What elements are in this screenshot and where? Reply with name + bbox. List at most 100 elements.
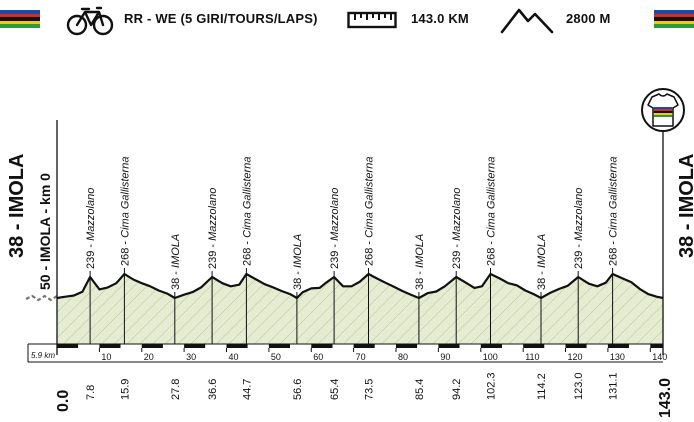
start-sublabel: 50 - IMOLA - km 0 xyxy=(37,173,53,290)
rainbow-stripe xyxy=(654,24,694,28)
waypoint-label: 38 - IMOLA xyxy=(170,234,182,290)
km-tick-label: 90 xyxy=(440,352,450,362)
km-tick-label: 20 xyxy=(144,352,154,362)
km-band-segment xyxy=(650,344,663,348)
rainbow-stripe xyxy=(654,20,694,25)
header-bar: RR - WE (5 GIRI/TOURS/LAPS) 143.0 KM 280… xyxy=(0,0,694,42)
neutral-zone-line xyxy=(25,294,58,302)
km-tick-labels: 10 20 30 40 50 60 70 80 90 100 110 120 130 140 xyxy=(98,348,667,362)
waypoint-km-label: 131.1 xyxy=(608,372,620,400)
start-km-label: 0.0 xyxy=(55,390,72,412)
km-band-segment xyxy=(586,344,608,348)
jersey-stripe xyxy=(653,109,673,111)
km-band-segment xyxy=(290,344,312,348)
jersey-badge-icon xyxy=(641,88,685,132)
km-tick-label: 80 xyxy=(398,352,408,362)
waypoint-km-labels: 7.8 15.9 27.8 36.6 44.7 56.6 65.4 73.5 85.4 94.2 1… xyxy=(85,372,620,400)
waypoint-label: 268 - Cima Gallisterna xyxy=(241,157,253,266)
rainbow-stripe xyxy=(654,13,694,18)
waypoint-km-label: 15.9 xyxy=(119,379,131,400)
total-distance: 143.0 KM xyxy=(411,11,469,26)
waypoint-label: 239 - Mazzolano xyxy=(573,188,585,269)
km-tick-label: 100 xyxy=(483,352,498,362)
km-band-segment xyxy=(607,344,630,348)
waypoint-label: 38 - IMOLA xyxy=(292,234,304,290)
km-tick-label: 50 xyxy=(271,352,281,362)
waypoint-label: 239 - Mazzolano xyxy=(207,188,219,269)
jersey-stripe xyxy=(653,111,673,113)
km-band xyxy=(57,344,663,348)
waypoint-km-label: 36.6 xyxy=(207,379,219,400)
waypoint-km-label: 7.8 xyxy=(85,385,97,400)
km-band-segment xyxy=(396,344,418,348)
rainbow-stripes-left xyxy=(0,10,40,28)
jersey-stripe xyxy=(653,107,673,109)
waypoint-label: 268 - Cima Gallisterna xyxy=(364,157,376,266)
km-tick-label: 40 xyxy=(229,352,239,362)
rainbow-stripe xyxy=(654,17,694,21)
km-band-segment xyxy=(565,344,587,348)
finish-location-label: 38 - IMOLA xyxy=(676,154,694,258)
km-tick-label: 30 xyxy=(186,352,196,362)
km-band-segment xyxy=(247,344,269,348)
waypoint-km-label: 56.6 xyxy=(292,379,304,400)
jersey-stripe xyxy=(653,113,673,115)
km-band-segment xyxy=(226,344,248,348)
km-band-segment xyxy=(311,344,333,348)
waypoint-km-label: 65.4 xyxy=(329,379,341,400)
start-location-label: 38 - IMOLA xyxy=(6,154,28,258)
jersey-stripe xyxy=(653,115,673,117)
km-band-segment xyxy=(417,344,439,348)
km-tick-label: 140 xyxy=(652,352,667,362)
waypoint-labels: 239 - Mazzolano 268 - Cima Gallisterna 38 … xyxy=(85,157,620,290)
km-tick-label: 120 xyxy=(568,352,583,362)
km-band-segment xyxy=(268,344,291,348)
race-type: RR - WE (5 GIRI/TOURS/LAPS) xyxy=(124,11,318,26)
elevation-gain: 2800 M xyxy=(566,11,611,26)
waypoint-km-label: 102.3 xyxy=(486,372,498,400)
km-tick-label: 70 xyxy=(356,352,366,362)
rainbow-stripe xyxy=(0,20,40,25)
rainbow-stripe xyxy=(0,13,40,18)
ruler-icon xyxy=(347,11,397,29)
waypoint-km-label: 94.2 xyxy=(451,379,463,400)
km-band-segment xyxy=(184,344,206,348)
km-tick-label: 110 xyxy=(525,352,539,362)
km-band-segment xyxy=(353,344,375,348)
km-band-segment xyxy=(78,344,100,348)
km-tick-label: 130 xyxy=(610,352,625,362)
rainbow-stripe xyxy=(654,10,694,14)
waypoint-label: 268 - Cima Gallisterna xyxy=(608,157,620,266)
km-band-segment xyxy=(629,344,651,348)
km-band-segment xyxy=(120,344,142,348)
km-band-segment xyxy=(480,344,502,348)
waypoint-label: 268 - Cima Gallisterna xyxy=(486,157,498,266)
waypoint-label: 239 - Mazzolano xyxy=(451,188,463,269)
waypoint-markers xyxy=(89,268,614,344)
bicycle-icon xyxy=(66,6,114,36)
waypoint-km-label: 114.2 xyxy=(536,373,548,400)
neutral-zone-label: 5.9 km xyxy=(31,351,55,360)
waypoint-label: 239 - Mazzolano xyxy=(85,188,97,269)
elevation-area xyxy=(57,274,663,344)
km-band-segment xyxy=(523,344,545,348)
elevation-line xyxy=(56,272,664,300)
km-band-segment xyxy=(332,344,354,348)
waypoint-label: 239 - Mazzolano xyxy=(329,188,341,269)
km-band-segment xyxy=(502,344,524,348)
waypoint-km-label: 85.4 xyxy=(414,379,426,400)
waypoint-label: 268 - Cima Gallisterna xyxy=(119,157,131,266)
km-band-segment xyxy=(141,344,163,348)
rainbow-stripes-right xyxy=(654,10,694,28)
rainbow-stripe xyxy=(0,17,40,21)
km-tick-label: 60 xyxy=(313,352,323,362)
waypoint-label: 38 - IMOLA xyxy=(536,234,548,290)
waypoint-km-label: 44.7 xyxy=(241,379,253,400)
km-band-segment xyxy=(438,344,460,348)
km-band-segment xyxy=(459,344,481,348)
mountain-icon xyxy=(500,8,554,34)
finish-km-label: 143.0 xyxy=(657,378,674,418)
km-band-segment xyxy=(544,344,566,348)
waypoint-km-label: 123.0 xyxy=(573,372,585,400)
